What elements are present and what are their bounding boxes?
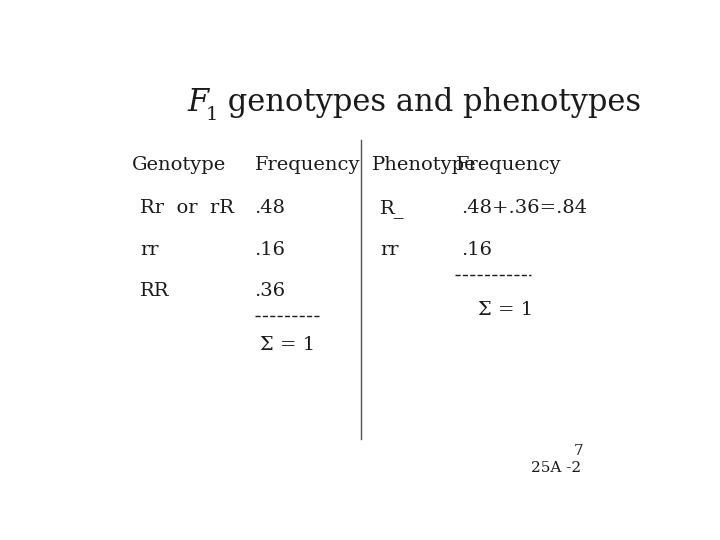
Text: F: F xyxy=(188,87,209,118)
Text: Frequency: Frequency xyxy=(255,156,360,173)
Text: genotypes and phenotypes: genotypes and phenotypes xyxy=(218,87,642,118)
Text: 25A -2: 25A -2 xyxy=(531,461,581,475)
Text: Σ = 1: Σ = 1 xyxy=(260,336,315,354)
Text: Genotype: Genotype xyxy=(132,156,226,173)
Text: .16: .16 xyxy=(254,241,285,259)
Text: 1: 1 xyxy=(206,106,218,124)
Text: Phenotype: Phenotype xyxy=(372,156,477,173)
Text: R_: R_ xyxy=(380,199,405,218)
Text: .48: .48 xyxy=(254,199,285,217)
Text: .36: .36 xyxy=(254,282,285,300)
Text: Rr  or  rR: Rr or rR xyxy=(140,199,234,217)
Text: rr: rr xyxy=(380,241,399,259)
Text: Σ = 1: Σ = 1 xyxy=(478,301,533,319)
Text: RR: RR xyxy=(140,282,170,300)
Text: rr: rr xyxy=(140,241,158,259)
Text: Frequency: Frequency xyxy=(456,156,561,173)
Text: .48+.36=.84: .48+.36=.84 xyxy=(461,199,588,217)
Text: 7: 7 xyxy=(573,444,583,458)
Text: .16: .16 xyxy=(461,241,492,259)
